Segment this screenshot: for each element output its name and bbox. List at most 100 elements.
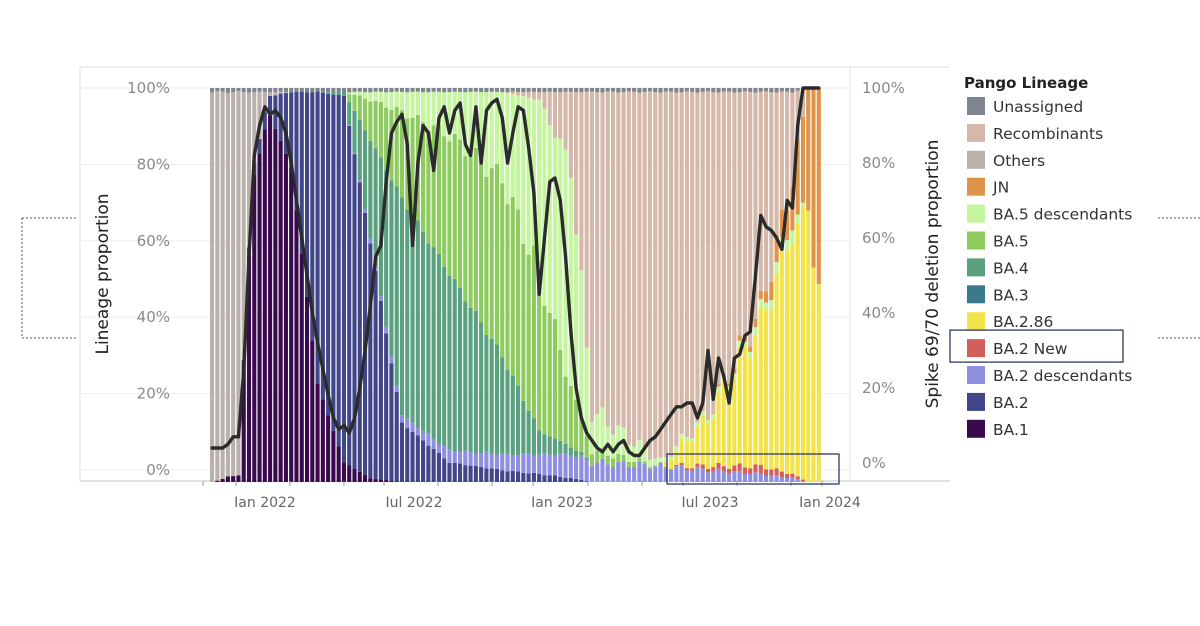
bar-segment: [378, 479, 383, 482]
bar-segment: [695, 466, 700, 482]
bar-segment: [579, 88, 584, 93]
bar-segment: [336, 88, 341, 92]
bar-segment: [500, 357, 505, 454]
bar-segment: [779, 477, 784, 482]
bar-segment: [589, 454, 594, 466]
x-tick-label: Jan 2022: [233, 495, 296, 511]
legend-label: Recombinants: [993, 125, 1103, 143]
bar-segment: [785, 88, 790, 92]
bar-segment: [521, 88, 526, 93]
bar-segment: [737, 88, 742, 93]
legend-label: BA.2.86: [993, 313, 1053, 331]
bar-segment: [473, 147, 478, 311]
bar-segment: [384, 170, 389, 327]
bar-segment: [320, 399, 325, 482]
bar-segment: [716, 88, 721, 93]
bar-segment: [647, 91, 653, 460]
bar-segment: [742, 91, 747, 337]
bar-segment: [684, 88, 689, 92]
bar-segment: [394, 186, 399, 386]
bar-segment: [494, 88, 500, 92]
bar-segment: [763, 291, 769, 303]
bar-segment: [347, 92, 352, 95]
bar-segment: [563, 88, 568, 92]
bar-segment: [494, 91, 500, 164]
bar-segment: [679, 438, 684, 464]
bar-segment: [531, 472, 536, 482]
bar-segment: [716, 92, 721, 385]
bar-segment: [721, 91, 726, 375]
bar-segment: [695, 88, 700, 93]
bar-segment: [257, 139, 262, 154]
bar-segment: [394, 88, 399, 92]
bar-segment: [568, 477, 573, 482]
bar-segment: [262, 91, 267, 113]
bar-segment: [732, 471, 737, 482]
bar-segment: [748, 91, 753, 347]
bar-segment: [283, 92, 288, 154]
bar-segment: [521, 92, 526, 96]
bar-segment: [621, 92, 626, 428]
x-tick-label: Jan 2024: [798, 495, 861, 511]
bar-segment: [584, 435, 589, 458]
bar-segment: [352, 88, 357, 92]
bar-segment: [341, 91, 347, 96]
bar-segment: [357, 88, 362, 92]
bar-segment: [500, 470, 505, 482]
bar-segment: [500, 88, 505, 93]
bar-segment: [299, 253, 304, 482]
bar-segment: [463, 88, 468, 93]
bar-segment: [669, 91, 674, 457]
legend-label: BA.1: [993, 421, 1029, 439]
bar-segment: [399, 415, 405, 423]
bar-segment: [336, 94, 341, 447]
bar-segment: [468, 307, 473, 452]
bar-segment: [574, 478, 579, 482]
bar-segment: [769, 300, 774, 310]
bar-segment: [510, 470, 515, 482]
bar-segment: [779, 471, 784, 478]
bar-segment: [431, 438, 436, 449]
bar-segment: [394, 385, 399, 392]
bar-segment: [737, 470, 742, 482]
bar-segment: [442, 458, 447, 482]
bar-segment: [658, 457, 663, 463]
bar-segment: [505, 204, 510, 370]
bar-segment: [241, 364, 246, 482]
legend-highlight-box: [949, 329, 1124, 363]
bar-segment: [748, 346, 753, 352]
legend-item: BA.1: [967, 419, 1029, 439]
bar-segment: [584, 88, 589, 92]
bar-segment: [473, 453, 478, 466]
bar-segment: [626, 88, 631, 92]
legend-title: Pango Lineage: [964, 74, 1088, 92]
bar-segment: [484, 176, 489, 335]
bar-segment: [336, 91, 341, 95]
bar-segment: [574, 88, 579, 93]
y-left-tick-label: 80%: [137, 155, 170, 173]
bar-segment: [742, 88, 747, 92]
bar-segment: [621, 460, 626, 482]
bar-segment: [378, 91, 383, 103]
bar-segment: [220, 478, 225, 482]
bar-segment: [410, 422, 415, 432]
bar-segment: [341, 462, 347, 482]
bar-segment: [436, 253, 441, 444]
bar-segment: [711, 88, 716, 93]
y-axis-right: 0% 20% 40% 60% 80% 100%: [862, 79, 905, 472]
bar-segment: [748, 88, 753, 92]
bar-segment: [711, 470, 716, 482]
legend-item: BA.2 New: [949, 329, 1124, 363]
bar-segment: [447, 92, 452, 142]
bar-segment: [405, 209, 410, 419]
bar-segment: [669, 469, 674, 470]
x-tick-label: Jan 2023: [530, 495, 593, 511]
bar-segment: [637, 92, 642, 440]
bar-segment: [774, 234, 779, 263]
bar-segment: [389, 180, 394, 357]
bar-segment: [225, 88, 230, 93]
bar-segment: [489, 453, 494, 469]
bar-segment: [405, 92, 410, 119]
bar-segment: [758, 91, 763, 291]
